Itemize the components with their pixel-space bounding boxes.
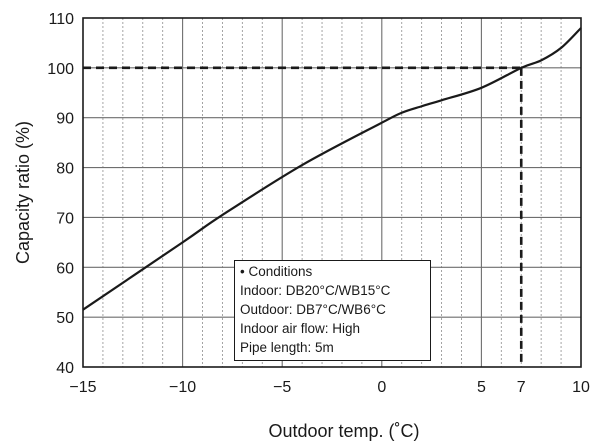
y-tick-label: 40 [56, 360, 74, 377]
reference-lines [83, 66, 523, 367]
conditions-heading: • Conditions [240, 264, 313, 279]
x-tick-label: 10 [572, 379, 590, 396]
y-tick-labels: 40 50 60 70 80 90 100 110 [47, 11, 74, 377]
y-tick-label: 100 [47, 61, 74, 78]
condition-outdoor: Outdoor: DB7°C/WB6°C [240, 302, 386, 317]
x-tick-label: 7 [517, 379, 526, 396]
capacity-curve-group [82, 27, 582, 311]
condition-pipe-length: Pipe length: 5m [240, 340, 334, 355]
y-tick-label: 90 [56, 111, 74, 128]
condition-indoor: Indoor: DB20°C/WB15°C [240, 283, 391, 298]
y-tick-label: 60 [56, 260, 74, 277]
x-tick-label: −10 [169, 379, 196, 396]
x-tick-label: 5 [477, 379, 486, 396]
y-axis-title: Capacity ratio (%) [13, 121, 33, 264]
conditions-annotation: • Conditions Indoor: DB20°C/WB15°C Outdo… [234, 260, 431, 361]
plot-frame [82, 17, 582, 368]
x-tick-label: −15 [69, 379, 96, 396]
y-tick-label: 70 [56, 210, 74, 227]
condition-air-flow: Indoor air flow: High [240, 321, 361, 336]
x-tick-labels: −15 −10 −5 0 5 7 10 [69, 379, 590, 396]
x-tick-label: 0 [377, 379, 386, 396]
x-axis-title: Outdoor temp. (˚C) [268, 421, 419, 441]
y-tick-label: 50 [56, 310, 74, 327]
x-tick-label: −5 [273, 379, 291, 396]
y-tick-label: 80 [56, 161, 74, 178]
y-tick-label: 110 [48, 11, 74, 28]
capacity-ratio-curve [82, 27, 582, 311]
